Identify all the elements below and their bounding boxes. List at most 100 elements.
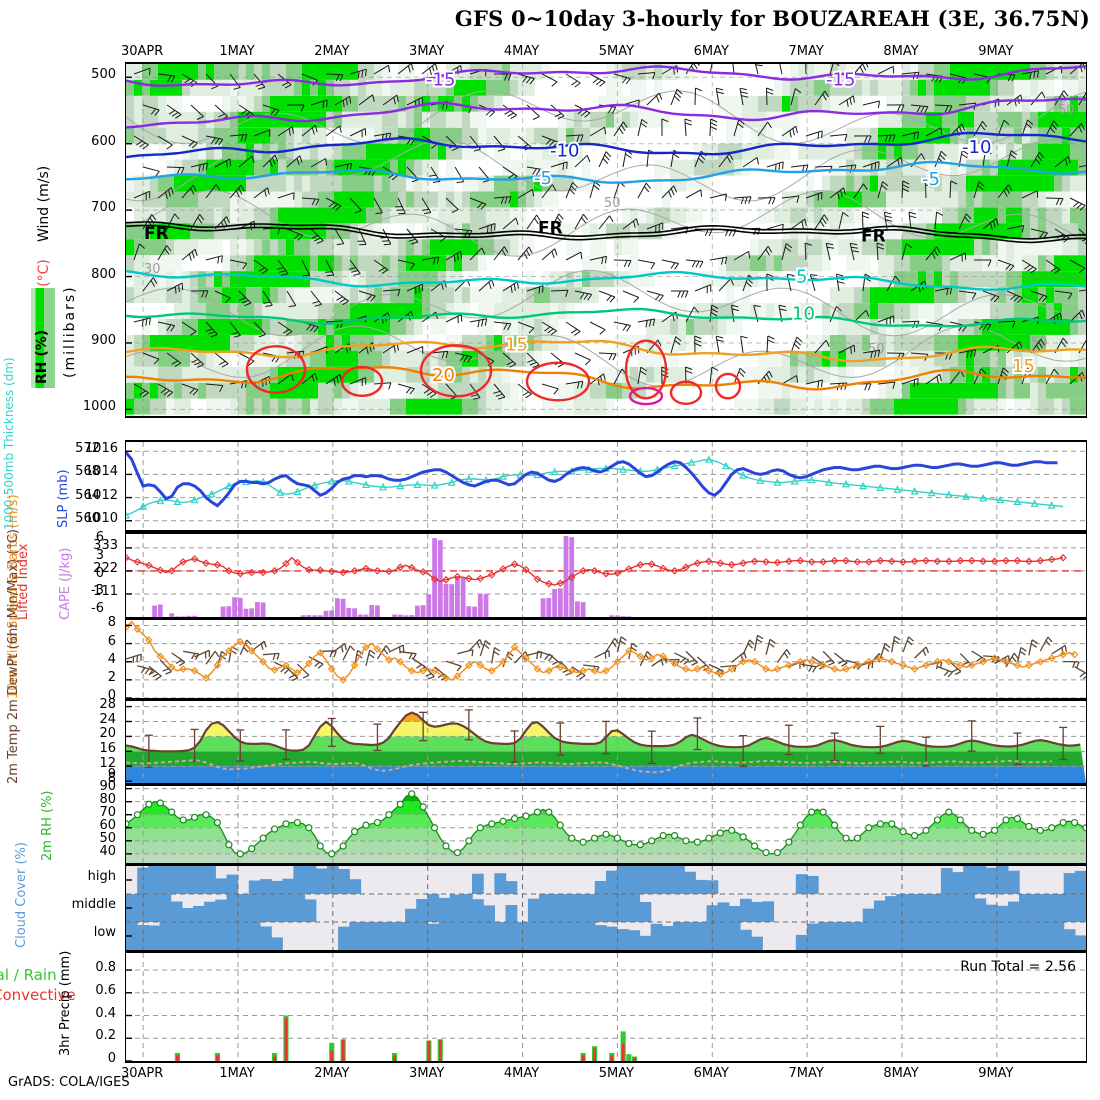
date-tick: 5MAY [598, 1066, 635, 1081]
temp-dewpoint-panel[interactable] [125, 699, 1087, 785]
svg-text:10: 10 [792, 304, 815, 325]
y-tick: 28 [99, 696, 116, 712]
page-title: GFS 0~10day 3-hourly for BOUZAREAH (3E, … [454, 6, 1090, 31]
y-tick: 4 [107, 651, 116, 667]
y-tick: 500 [91, 67, 116, 83]
y-tick: 1016 [84, 441, 118, 457]
cloud-row-label: low [93, 925, 116, 940]
rh2m-yticks: 40 50 60 70 80 90 [80, 779, 120, 861]
precip-yticks: 0 0.2 0.4 0.6 0.8 [78, 951, 120, 1066]
date-tick: 4MAY [503, 44, 540, 59]
svg-text:15: 15 [505, 334, 528, 355]
upper-air-panel[interactable]: 3050505050FRFRFR-15-15-10-10-5-551015152… [125, 62, 1087, 418]
date-tick: 3MAY [409, 44, 445, 59]
date-tick: 7MAY [788, 44, 824, 59]
svg-text:FR: FR [538, 219, 563, 239]
y-tick: 0.8 [95, 960, 116, 976]
label-rh2m: 2m RH (%) [40, 790, 55, 861]
y-tick: 560 [75, 511, 100, 527]
date-tick: 5MAY [598, 44, 635, 59]
bottom-date-axis: 30APR 1MAY 2MAY 3MAY 4MAY 5MAY 6MAY 7MAY 8MAY 9MA… [121, 1062, 1085, 1082]
date-tick: 7MAY [788, 1066, 824, 1081]
y-tick: 333 [93, 537, 118, 553]
y-tick: 6 [95, 529, 104, 545]
y-tick: 50 [99, 830, 116, 846]
panel8-left-labels: Total / Rain Convective 3hr Precip (mm) [0, 948, 125, 1058]
label-cloud-cover: Cloud Cover (%) [14, 842, 29, 948]
date-tick: 6MAY [693, 1066, 729, 1081]
y-tick: 700 [91, 200, 116, 216]
upper-panel-left-labels: Wind (m/s) Temperature (°C) RH (%) (mill… [0, 60, 125, 415]
precip-panel[interactable]: Run Total = 2.56 [125, 951, 1087, 1063]
thickness-yticks: 560 564 568 572 [58, 440, 104, 528]
rh-2m-panel[interactable] [125, 784, 1087, 865]
cloud-row-label: middle [71, 897, 116, 912]
svg-text:FR: FR [861, 227, 886, 247]
y-tick: 1014 [84, 464, 118, 480]
footer-credit: GrADS: COLA/IGES [8, 1075, 130, 1090]
y-tick: 0 [107, 1051, 116, 1066]
y-tick: 0.4 [95, 1005, 116, 1021]
label-precip-axis: 3hr Precip (mm) [58, 950, 73, 1056]
y-tick: 16 [99, 741, 116, 757]
y-tick: 0 [95, 565, 104, 581]
cloud-row-labels: high middle low [58, 864, 122, 948]
date-tick: 9MAY [978, 44, 1014, 59]
cloud-row-label: high [87, 869, 116, 884]
svg-text:5: 5 [796, 267, 807, 288]
date-tick: 8MAY [883, 44, 919, 59]
cape-lifted-index-panel[interactable] [125, 532, 1087, 619]
y-tick: 0.6 [95, 982, 116, 998]
y-tick: -3 [91, 583, 104, 599]
date-tick: 6MAY [693, 44, 729, 59]
date-tick: 1MAY [219, 1066, 255, 1081]
lifted-index-yticks: -6 -3 0 3 6 [74, 529, 108, 617]
y-tick: -6 [91, 601, 104, 617]
slp-thickness-panel[interactable] [125, 440, 1087, 532]
y-tick: 9 [107, 767, 116, 783]
date-tick: 3MAY [409, 1066, 445, 1081]
y-tick: 0 [107, 688, 116, 703]
date-tick: 30APR [121, 44, 164, 59]
svg-text:50: 50 [1058, 103, 1075, 118]
y-tick: 20 [99, 726, 116, 742]
y-tick: 80 [99, 791, 116, 807]
y-tick: 12 [99, 756, 116, 772]
y-tick: 600 [91, 133, 116, 149]
label-temp2m: 2m Temp 2m DewPt (6hr Min/Max) (°C) [6, 529, 21, 784]
y-tick: 24 [99, 711, 116, 727]
date-tick: 1MAY [219, 44, 255, 59]
y-tick: 1010 [84, 510, 118, 526]
date-tick: 30APR [121, 1066, 164, 1081]
y-tick: 60 [99, 817, 116, 833]
date-tick: 9MAY [978, 1066, 1014, 1081]
cloud-cover-panel[interactable] [125, 864, 1087, 952]
temp2m-yticks: 8 9 12 16 20 24 28 [80, 696, 120, 787]
date-tick: 8MAY [883, 1066, 919, 1081]
upper-panel-yticks: 500 600 700 800 900 1000 [72, 62, 120, 414]
svg-text:-5: -5 [922, 169, 940, 190]
y-tick: 8 [107, 771, 116, 787]
svg-text:-10: -10 [962, 137, 991, 158]
svg-text:FR: FR [144, 224, 169, 244]
y-tick: 568 [75, 464, 100, 480]
y-tick: 900 [91, 332, 116, 348]
y-tick: 1000 [82, 399, 116, 415]
y-tick: 8 [107, 615, 116, 631]
svg-text:20: 20 [432, 365, 455, 386]
label-rh: RH (%) [34, 329, 50, 384]
y-tick: 40 [99, 843, 116, 859]
date-tick: 2MAY [314, 44, 350, 59]
y-tick: 3 [95, 547, 104, 563]
svg-text:-10: -10 [550, 140, 579, 161]
run-total-label: Run Total = 2.56 [960, 959, 1076, 975]
svg-text:15: 15 [1012, 356, 1035, 377]
svg-text:50: 50 [868, 342, 885, 357]
label-precip-convective: Convective [0, 986, 76, 1004]
label-rh-badge [31, 288, 55, 388]
y-tick: 90 [99, 778, 116, 794]
y-tick: 564 [75, 487, 100, 503]
wind-10m-panel[interactable] [125, 618, 1087, 700]
svg-text:-5: -5 [534, 168, 552, 189]
label-precip-total: Total / Rain [0, 966, 57, 984]
